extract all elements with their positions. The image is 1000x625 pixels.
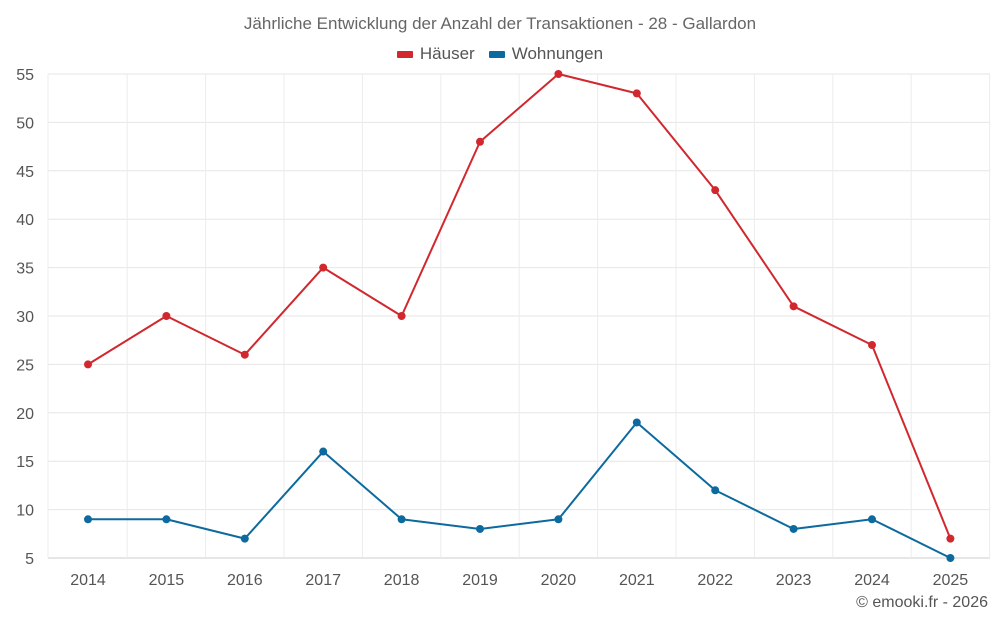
x-tick-label: 2021	[619, 572, 655, 589]
data-point-wohnungen	[162, 515, 171, 524]
legend-item-haeuser[interactable]: Häuser	[396, 44, 475, 64]
data-point-haeuser	[240, 350, 249, 359]
data-point-haeuser	[162, 312, 171, 320]
data-point-haeuser	[319, 263, 328, 272]
data-point-wohnungen	[789, 524, 798, 533]
y-tick-label: 10	[16, 503, 34, 520]
chart-legend: Häuser Wohnungen	[0, 44, 1000, 64]
x-tick-label: 2025	[933, 572, 969, 589]
x-tick-label: 2020	[541, 572, 577, 589]
y-tick-label: 15	[16, 454, 34, 471]
x-tick-label: 2016	[227, 572, 263, 589]
x-tick-label: 2018	[384, 572, 420, 589]
y-tick-label: 20	[16, 406, 34, 423]
legend-swatch-wohnungen	[488, 50, 505, 58]
x-tick-label: 2022	[697, 572, 733, 589]
data-point-haeuser	[84, 360, 92, 369]
legend-label-haeuser: Häuser	[419, 44, 475, 63]
data-point-haeuser	[632, 89, 641, 98]
series-line-wohnungen	[88, 421, 951, 559]
data-point-haeuser	[711, 186, 720, 195]
data-point-haeuser	[868, 341, 876, 350]
credit-text: © emooki.fr - 2026	[856, 594, 988, 611]
data-point-wohnungen	[240, 534, 249, 543]
data-point-haeuser	[946, 534, 955, 543]
data-point-haeuser	[476, 137, 484, 146]
data-point-wohnungen	[84, 515, 92, 524]
y-tick-label: 5	[25, 551, 34, 568]
data-point-wohnungen	[397, 515, 406, 524]
data-point-wohnungen	[319, 447, 328, 456]
x-tick-label: 2017	[305, 572, 341, 589]
data-point-haeuser	[554, 70, 563, 78]
y-tick-label: 25	[16, 357, 34, 374]
y-tick-label: 35	[16, 261, 34, 278]
data-point-wohnungen	[476, 524, 484, 533]
x-tick-label: 2015	[149, 572, 185, 589]
chart-title: Jährliche Entwicklung der Anzahl der Tra…	[243, 14, 757, 33]
data-point-wohnungen	[711, 486, 720, 495]
x-tick-label: 2014	[70, 572, 106, 589]
x-tick-label: 2024	[854, 572, 890, 589]
legend-item-wohnungen[interactable]: Wohnungen	[488, 44, 604, 64]
data-point-haeuser	[397, 312, 406, 320]
data-point-wohnungen	[554, 515, 563, 524]
x-tick-label: 2019	[462, 572, 498, 589]
legend-label-wohnungen: Wohnungen	[511, 44, 604, 63]
y-tick-label: 50	[16, 115, 34, 132]
data-point-haeuser	[789, 302, 798, 311]
y-tick-label: 40	[16, 212, 34, 229]
series-line-haeuser	[87, 73, 952, 540]
data-point-wohnungen	[946, 554, 955, 562]
data-point-wohnungen	[868, 515, 876, 524]
data-point-wohnungen	[632, 418, 641, 427]
y-tick-label: 55	[16, 67, 34, 84]
legend-swatch-haeuser	[396, 50, 413, 58]
y-tick-label: 30	[16, 309, 34, 326]
y-tick-label: 45	[16, 164, 34, 181]
x-tick-label: 2023	[776, 572, 812, 589]
